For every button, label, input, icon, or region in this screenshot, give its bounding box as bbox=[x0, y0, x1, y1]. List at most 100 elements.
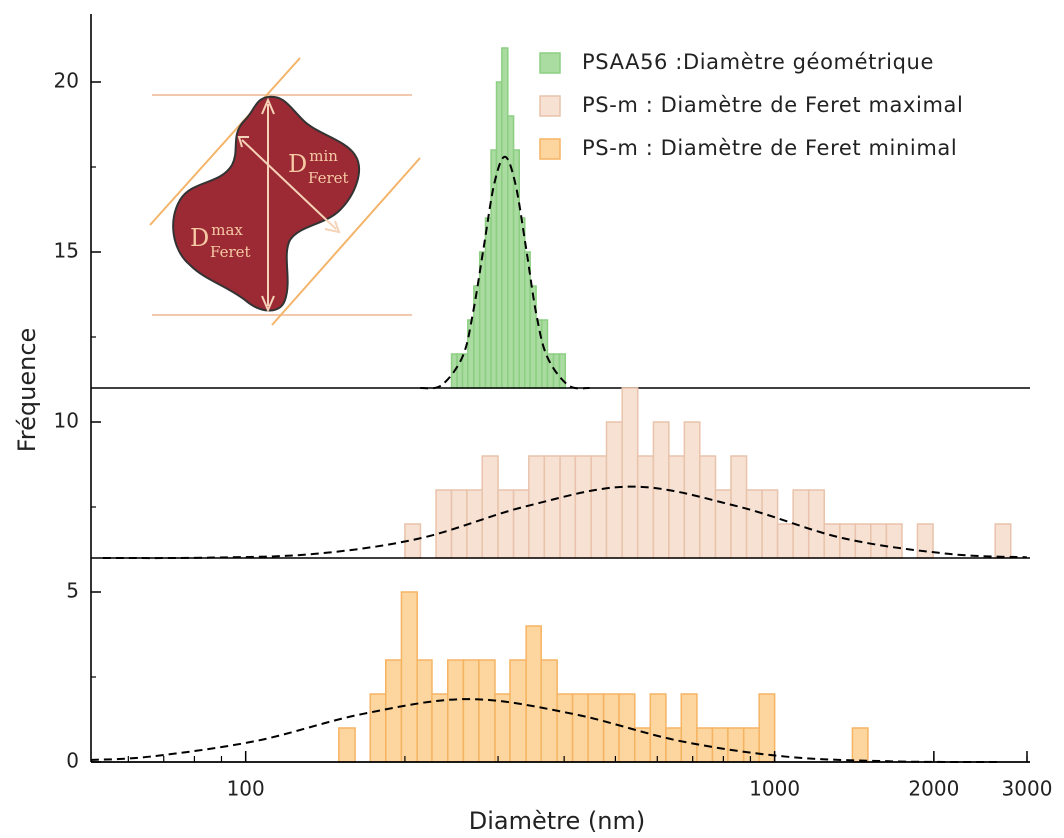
histogram-bar bbox=[501, 47, 509, 389]
histogram-bar bbox=[649, 693, 667, 763]
histogram-bar bbox=[839, 523, 857, 559]
label-sub: Feret bbox=[210, 243, 251, 261]
x-tick-label: 3000 bbox=[1002, 777, 1053, 801]
histogram-bar bbox=[385, 659, 403, 763]
legend-label: PS-m : Diamètre de Feret minimal bbox=[582, 136, 957, 160]
y-axis-title: Fréquence bbox=[13, 328, 41, 453]
legend-swatch bbox=[539, 138, 561, 160]
histogram-bar bbox=[559, 455, 577, 559]
histogram-bar bbox=[665, 727, 683, 763]
histogram-bar bbox=[711, 727, 729, 763]
histogram-bar bbox=[742, 727, 760, 763]
histogram-bar bbox=[497, 489, 515, 559]
histogram-bar bbox=[587, 693, 605, 763]
histogram-bar bbox=[450, 489, 468, 559]
inset-arrow bbox=[241, 139, 337, 230]
x-tick-label: 1000 bbox=[749, 777, 800, 801]
inset-line bbox=[271, 157, 421, 326]
histogram-bar bbox=[518, 217, 526, 389]
inset-line bbox=[149, 57, 301, 226]
label-sub: Feret bbox=[308, 169, 349, 187]
x-tick-label: 100 bbox=[227, 777, 265, 801]
histogram-bar bbox=[369, 693, 387, 763]
legend-label: PS-m : Diamètre de Feret maximal bbox=[582, 93, 963, 117]
histogram-bar bbox=[467, 319, 475, 389]
inset-arrowhead bbox=[261, 97, 275, 313]
histogram-bar bbox=[543, 455, 561, 559]
histogram-bar bbox=[481, 455, 499, 559]
histogram-bar bbox=[495, 81, 503, 389]
histogram-bar bbox=[461, 353, 469, 389]
y-tick-label: 5 bbox=[66, 579, 79, 603]
y-tick-label: 15 bbox=[54, 239, 79, 263]
histogram-bar bbox=[727, 727, 745, 763]
histogram-bar bbox=[683, 421, 701, 559]
x-axis-title: Diamètre (nm) bbox=[469, 807, 645, 835]
histogram-bar bbox=[484, 217, 492, 389]
fit-curve bbox=[102, 485, 1028, 560]
histogram-bar bbox=[490, 149, 498, 389]
plot-area: 0 5 10 15 20 100 1000 2000 3000 PSAA56 :Diamètre … bbox=[54, 14, 1053, 801]
histogram-bar bbox=[916, 523, 934, 559]
histogram-bar bbox=[714, 489, 732, 559]
histogram-bar bbox=[605, 421, 623, 559]
label-symbol: D bbox=[190, 224, 209, 252]
histogram-bar bbox=[446, 659, 465, 763]
histogram-bar bbox=[535, 319, 543, 389]
fit-curve bbox=[420, 155, 590, 390]
label-sup: max bbox=[211, 221, 243, 239]
histogram-bar bbox=[602, 693, 620, 763]
histogram-bar bbox=[870, 523, 888, 559]
fit-curve bbox=[90, 698, 997, 763]
histogram-bar bbox=[528, 455, 546, 559]
histogram-bar bbox=[416, 659, 433, 763]
histogram-bar bbox=[823, 523, 841, 559]
histogram-bar bbox=[478, 659, 496, 763]
histogram-bar bbox=[851, 727, 869, 763]
histogram-bar bbox=[618, 693, 636, 763]
y-tick-label: 10 bbox=[54, 409, 79, 433]
histogram-bar bbox=[512, 489, 530, 559]
histogram-bar bbox=[621, 387, 639, 559]
histogram-bar bbox=[431, 693, 449, 763]
histogram-bar bbox=[574, 455, 592, 559]
histogram-bar bbox=[776, 523, 794, 559]
histogram-bar bbox=[525, 625, 542, 763]
histogram-bar bbox=[338, 727, 356, 763]
histogram-bar bbox=[994, 523, 1012, 559]
histogram-bar bbox=[462, 659, 480, 763]
histogram-bar bbox=[680, 693, 698, 763]
y-tick-label: 20 bbox=[54, 69, 79, 93]
histogram-bar bbox=[745, 489, 763, 559]
legend-label: PSAA56 :Diamètre géométrique bbox=[582, 50, 934, 74]
legend-swatch bbox=[539, 95, 561, 117]
histogram-bar bbox=[590, 455, 608, 559]
histogram-bar bbox=[541, 319, 549, 389]
histogram-bar bbox=[556, 693, 574, 763]
label-sup: min bbox=[309, 147, 338, 165]
histogram-bar bbox=[761, 489, 779, 559]
histogram-bar bbox=[400, 591, 418, 763]
histogram-bar bbox=[494, 693, 511, 763]
histogram-bar bbox=[758, 693, 776, 763]
histogram-bar bbox=[435, 489, 453, 559]
particle-shape bbox=[172, 95, 360, 312]
histogram-bar bbox=[885, 523, 903, 559]
histogram-bar bbox=[668, 455, 686, 559]
x-tick-label: 2000 bbox=[908, 777, 959, 801]
histogram-bar bbox=[507, 115, 515, 389]
label-symbol: D bbox=[288, 150, 307, 178]
histogram-bar bbox=[512, 149, 520, 389]
inset-arrowhead bbox=[237, 136, 341, 234]
histogram-bar bbox=[636, 455, 655, 559]
histogram-bar bbox=[529, 285, 537, 389]
y-tick-label: 0 bbox=[66, 749, 79, 773]
histogram-bar bbox=[571, 693, 589, 763]
histogram-bar bbox=[807, 489, 825, 559]
legend-swatch bbox=[539, 52, 561, 74]
